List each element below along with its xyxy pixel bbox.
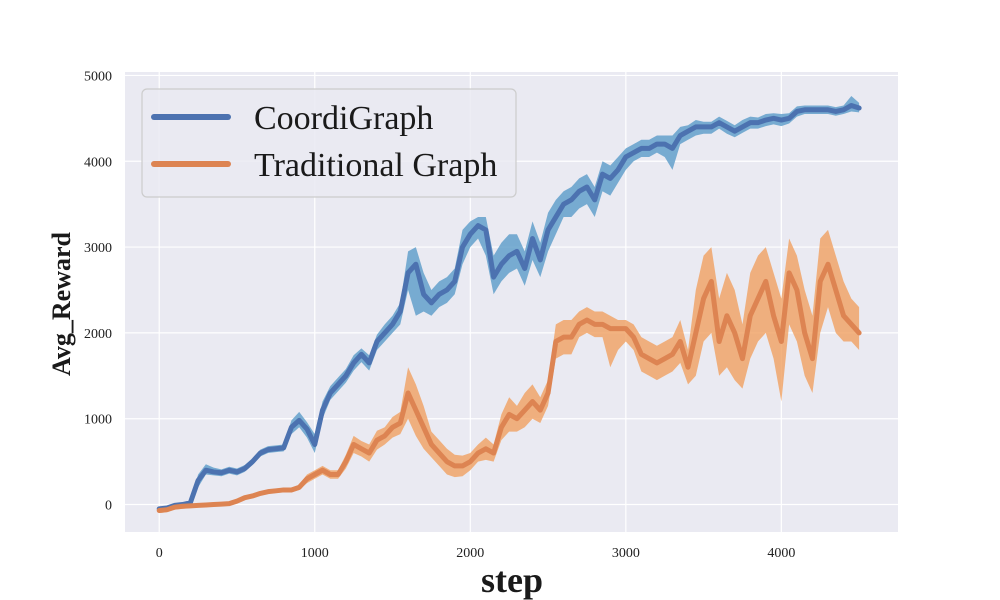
x-tick-label: 4000	[767, 546, 795, 561]
y-tick-label: 4000	[84, 155, 112, 170]
y-tick-label: 5000	[84, 69, 112, 84]
y-tick-label: 2000	[84, 327, 112, 342]
band-traditional-graph	[159, 229, 860, 514]
x-tick-label: 0	[156, 546, 163, 561]
line-coordigraph	[156, 102, 862, 512]
legend-label-coordigraph: CoordiGraph	[254, 100, 433, 137]
y-axis-title: Avg_Reward	[47, 231, 76, 375]
x-axis-title: step	[481, 560, 543, 600]
y-tick-label: 1000	[84, 413, 112, 428]
x-tick-label: 2000	[456, 546, 484, 561]
series-lines	[156, 102, 862, 514]
tick-labels: 0 1000 2000 3000 4000 0 1000 2000 3000 4000 5000	[84, 69, 795, 561]
y-tick-label: 3000	[84, 241, 112, 256]
legend-label-traditional-graph: Traditional Graph	[254, 147, 497, 184]
x-tick-label: 3000	[612, 546, 640, 561]
legend-box	[141, 88, 517, 198]
y-tick-label: 0	[105, 499, 112, 514]
legend: CoordiGraph Traditional Graph	[141, 88, 517, 198]
line-traditional-graph	[156, 261, 862, 514]
x-tick-label: 1000	[301, 546, 329, 561]
